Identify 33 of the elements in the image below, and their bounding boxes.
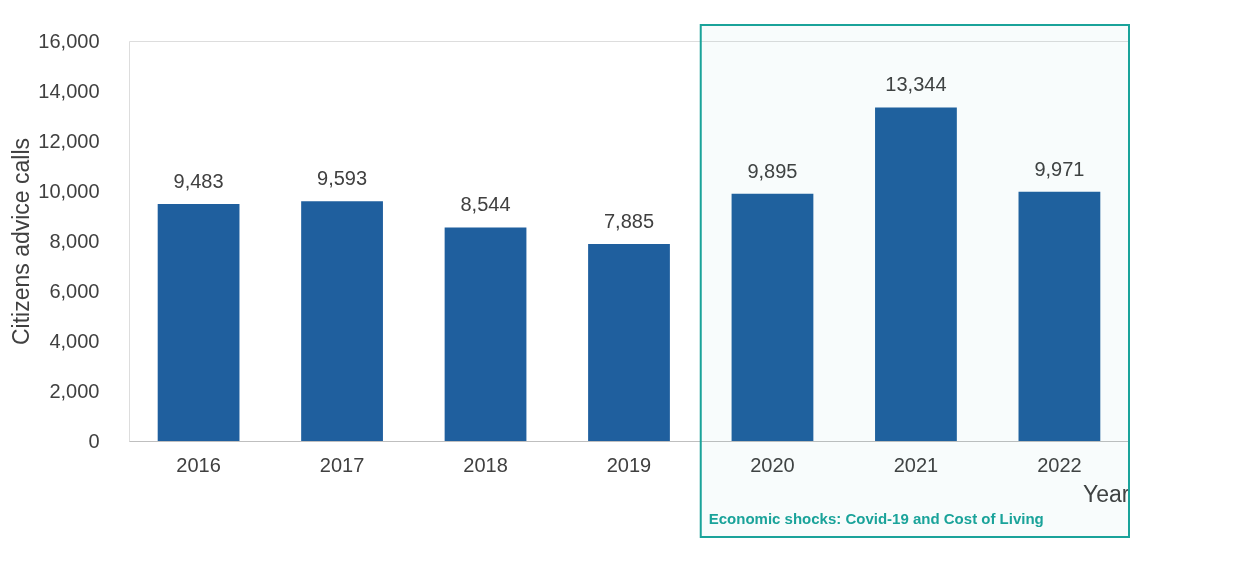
x-axis-title: Year xyxy=(1083,480,1130,507)
bar xyxy=(157,203,240,441)
x-tick-label: 2019 xyxy=(606,453,652,476)
bar xyxy=(588,243,670,441)
bar xyxy=(301,201,383,441)
x-tick-label: 2016 xyxy=(176,453,221,476)
x-tick-label: 2020 xyxy=(750,453,795,476)
bar xyxy=(731,193,814,441)
x-tick-label: 2022 xyxy=(1037,453,1082,476)
data-label: 9,971 xyxy=(1034,157,1085,180)
bar xyxy=(875,107,957,441)
data-label: 13,344 xyxy=(885,73,947,96)
y-axis-title: Citizens advice calls xyxy=(8,137,35,346)
y-tick-label: 4,000 xyxy=(49,329,100,352)
y-tick-label: 6,000 xyxy=(49,279,100,302)
bar xyxy=(444,227,527,441)
y-tick-label: 0 xyxy=(88,429,100,452)
data-label: 9,483 xyxy=(173,169,224,192)
data-label: 7,885 xyxy=(603,209,655,232)
y-tick-label: 8,000 xyxy=(49,229,100,252)
data-label: 9,593 xyxy=(317,167,368,190)
y-tick-label: 2,000 xyxy=(49,379,100,402)
x-tick-label: 2018 xyxy=(463,453,508,476)
data-label: 8,544 xyxy=(460,193,511,216)
y-tick-label: 16,000 xyxy=(38,29,100,52)
y-tick-label: 10,000 xyxy=(38,179,100,202)
band-label: Economic shocks: Covid-19 and Cost of Living xyxy=(708,510,1044,527)
x-tick-label: 2017 xyxy=(319,453,365,476)
y-tick-label: 14,000 xyxy=(38,79,100,102)
x-tick-label: 2021 xyxy=(893,453,939,476)
y-tick-label: 12,000 xyxy=(38,129,100,152)
data-label: 9,895 xyxy=(747,159,798,182)
bar xyxy=(1018,191,1101,441)
